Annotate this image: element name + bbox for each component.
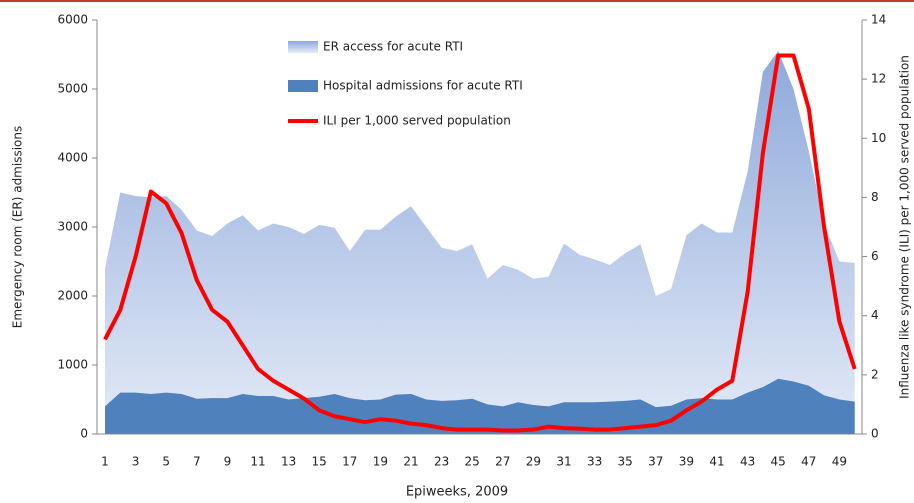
x-tick-label: 1 — [101, 455, 109, 469]
x-tick-label: 3 — [132, 455, 140, 469]
x-tick-label: 19 — [373, 455, 388, 469]
x-tick-label: 33 — [587, 455, 602, 469]
x-tick-label: 11 — [250, 455, 265, 469]
x-tick-label: 49 — [832, 455, 847, 469]
y2-tick-label: 0 — [871, 427, 879, 441]
x-tick-label: 15 — [312, 455, 327, 469]
x-axis-title: Epiweeks, 2009 — [406, 485, 508, 500]
y-tick-label: 1000 — [57, 358, 88, 372]
x-tick-label: 21 — [403, 455, 418, 469]
y-tick-label: 0 — [80, 427, 88, 441]
x-tick-label: 29 — [526, 455, 541, 469]
y-tick-label: 5000 — [57, 82, 88, 96]
y-tick-label: 3000 — [57, 220, 88, 234]
x-tick-label: 41 — [709, 455, 724, 469]
y2-tick-label: 6 — [871, 249, 879, 263]
x-tick-label: 37 — [648, 455, 663, 469]
legend-label: ILI per 1,000 served population — [323, 114, 511, 128]
y-tick-label: 6000 — [57, 13, 88, 27]
legend-swatch — [288, 41, 318, 53]
x-tick-label: 43 — [740, 455, 755, 469]
x-tick-label: 5 — [162, 455, 170, 469]
x-tick-label: 39 — [679, 455, 694, 469]
y2-tick-label: 12 — [871, 72, 886, 86]
x-tick-label: 47 — [801, 455, 816, 469]
area — [105, 51, 855, 435]
x-tick-label: 23 — [434, 455, 449, 469]
legend-label: Hospital admissions for acute RTI — [323, 79, 523, 93]
legend-label: ER access for acute RTI — [323, 40, 463, 54]
x-tick-label: 9 — [224, 455, 232, 469]
x-tick-label: 45 — [771, 455, 786, 469]
line — [103, 53, 857, 433]
y-tick-label: 2000 — [57, 289, 88, 303]
y2-tick-label: 2 — [871, 367, 879, 381]
y2-tick-label: 4 — [871, 308, 879, 322]
x-tick-label: 35 — [618, 455, 633, 469]
y-tick-label: 4000 — [57, 151, 88, 165]
y2-axis-title: Influenza like syndrome (ILI) per 1,000 … — [898, 55, 912, 399]
x-tick-label: 31 — [556, 455, 571, 469]
x-tick-label: 13 — [281, 455, 296, 469]
y-axis-title: Emergency room (ER) admissions — [11, 126, 25, 328]
x-tick-label: 27 — [495, 455, 510, 469]
legend-swatch — [288, 80, 318, 92]
y2-tick-label: 10 — [871, 131, 886, 145]
x-tick-label: 17 — [342, 455, 357, 469]
y2-tick-label: 14 — [871, 13, 886, 27]
x-tick-label: 7 — [193, 455, 201, 469]
y2-tick-label: 8 — [871, 190, 879, 204]
x-tick-label: 25 — [465, 455, 480, 469]
